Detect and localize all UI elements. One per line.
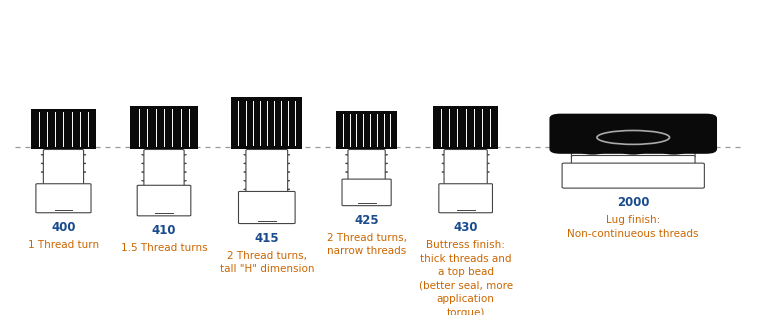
FancyBboxPatch shape (444, 150, 487, 185)
FancyBboxPatch shape (439, 184, 492, 213)
Text: 415: 415 (255, 232, 279, 245)
FancyBboxPatch shape (144, 150, 184, 187)
Text: Lug finish:
Non-continueous threads: Lug finish: Non-continueous threads (568, 215, 699, 238)
Bar (231, 97, 302, 149)
FancyBboxPatch shape (246, 150, 287, 193)
Text: 410: 410 (152, 225, 176, 238)
Text: 2 Thread turns,
narrow threads: 2 Thread turns, narrow threads (327, 233, 407, 256)
FancyBboxPatch shape (348, 150, 385, 180)
FancyBboxPatch shape (43, 150, 84, 185)
FancyBboxPatch shape (239, 192, 295, 224)
Text: Buttress finish:
thick threads and
a top bead
(better seal, more
application
tor: Buttress finish: thick threads and a top… (419, 240, 513, 315)
FancyBboxPatch shape (572, 156, 695, 165)
Text: 430: 430 (454, 221, 478, 234)
Bar (433, 106, 499, 149)
Text: 2000: 2000 (617, 197, 650, 209)
Text: 2 Thread turns,
tall "H" dimension: 2 Thread turns, tall "H" dimension (220, 251, 314, 274)
Bar (30, 109, 97, 149)
FancyBboxPatch shape (549, 114, 717, 154)
Text: 400: 400 (51, 221, 76, 234)
FancyBboxPatch shape (562, 163, 705, 188)
Text: 1.5 Thread turns: 1.5 Thread turns (121, 243, 207, 253)
Bar (336, 111, 397, 149)
FancyBboxPatch shape (572, 150, 695, 158)
Ellipse shape (579, 148, 606, 155)
FancyBboxPatch shape (138, 185, 191, 216)
FancyBboxPatch shape (36, 184, 91, 213)
Text: 1 Thread turn: 1 Thread turn (28, 240, 99, 250)
Ellipse shape (620, 148, 646, 155)
Bar (131, 106, 198, 149)
Ellipse shape (661, 148, 687, 155)
Text: 425: 425 (354, 214, 379, 227)
FancyBboxPatch shape (342, 179, 391, 206)
